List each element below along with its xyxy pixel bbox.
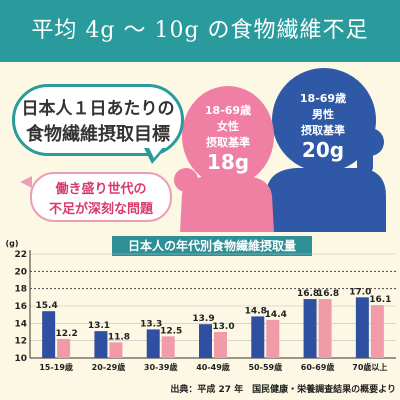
bar — [214, 332, 227, 358]
y-tick-label: 10 — [14, 354, 27, 364]
bar — [94, 331, 108, 358]
bar — [57, 338, 71, 358]
x-tick-label: 30-39歳 — [144, 362, 178, 372]
x-tick-label: 15-19歳 — [39, 362, 73, 372]
warning-text-line1: 働き盛り世代の — [55, 182, 147, 197]
data-label: 16.8 — [297, 289, 319, 299]
source-note: 出典：平成 27 年 国民健康・栄養調査結果の概要より — [170, 385, 396, 395]
bar — [109, 342, 123, 358]
y-axis-label: (g) — [5, 239, 18, 248]
bar — [266, 319, 280, 358]
data-label: 13.3 — [140, 319, 162, 329]
bar — [251, 316, 265, 358]
female-age-label: 18-69歳 — [204, 104, 252, 117]
male-sex-label: 男性 — [312, 108, 334, 121]
data-label: 13.0 — [212, 322, 234, 332]
data-label: 17.0 — [349, 287, 371, 297]
bubble-text-line1: 日本人１日あたりの — [21, 99, 175, 119]
bar — [146, 329, 160, 358]
data-label: 12.2 — [56, 329, 78, 339]
chart-title: 日本人の年代別食物繊維摂取量 — [127, 239, 296, 253]
data-label: 16.1 — [369, 295, 391, 305]
y-tick-label: 18 — [14, 285, 27, 295]
male-figure-icon — [266, 68, 386, 232]
data-label: 13.9 — [192, 314, 214, 324]
male-value: 20g — [301, 138, 345, 162]
y-tick-label: 14 — [14, 319, 27, 329]
x-tick-label: 70歳以上 — [352, 362, 387, 372]
bubble-text-line2: 食物繊維摂取目標 — [26, 124, 170, 145]
y-tick-label: 16 — [14, 302, 27, 312]
warning-text-line2: 不足が深刻な問題 — [48, 202, 153, 217]
page-title: 平均 4g 〜 10g の食物繊維不足 — [31, 18, 369, 43]
y-tick-label: 20 — [14, 267, 27, 277]
x-tick-label: 40-49歳 — [196, 362, 230, 372]
x-tick-label: 60-69歳 — [301, 362, 335, 372]
bar — [355, 297, 369, 358]
warning-bubble-tail — [20, 176, 32, 188]
data-label: 14.8 — [245, 306, 267, 316]
x-tick-label: 20-29歳 — [92, 362, 126, 372]
y-tick-label: 12 — [14, 337, 27, 347]
speech-bubble-tail-inner — [148, 146, 164, 158]
warning-bubble — [30, 172, 172, 222]
data-label: 16.8 — [317, 289, 339, 299]
male-standard-label: 摂取基準 — [301, 124, 345, 137]
speech-bubble — [12, 84, 184, 156]
data-label: 13.1 — [88, 321, 110, 331]
female-sex-label: 女性 — [217, 120, 239, 133]
chart-title-bar — [112, 236, 312, 256]
data-label: 14.4 — [265, 310, 287, 320]
bar — [303, 299, 317, 358]
female-figure-icon — [174, 86, 274, 232]
male-age-label: 18-69歳 — [299, 92, 347, 105]
bar — [199, 324, 212, 358]
bar — [370, 305, 384, 358]
header-banner — [0, 0, 400, 62]
female-standard-label: 摂取基準 — [206, 136, 250, 149]
data-label: 12.5 — [160, 326, 182, 336]
bar — [161, 336, 175, 358]
data-label: 11.8 — [108, 332, 130, 342]
female-value: 18g — [206, 150, 250, 174]
bar — [318, 299, 332, 358]
y-tick-label: 22 — [14, 250, 27, 260]
x-tick-label: 50-59歳 — [248, 362, 282, 372]
data-label: 15.4 — [36, 301, 58, 311]
bar — [42, 311, 56, 358]
